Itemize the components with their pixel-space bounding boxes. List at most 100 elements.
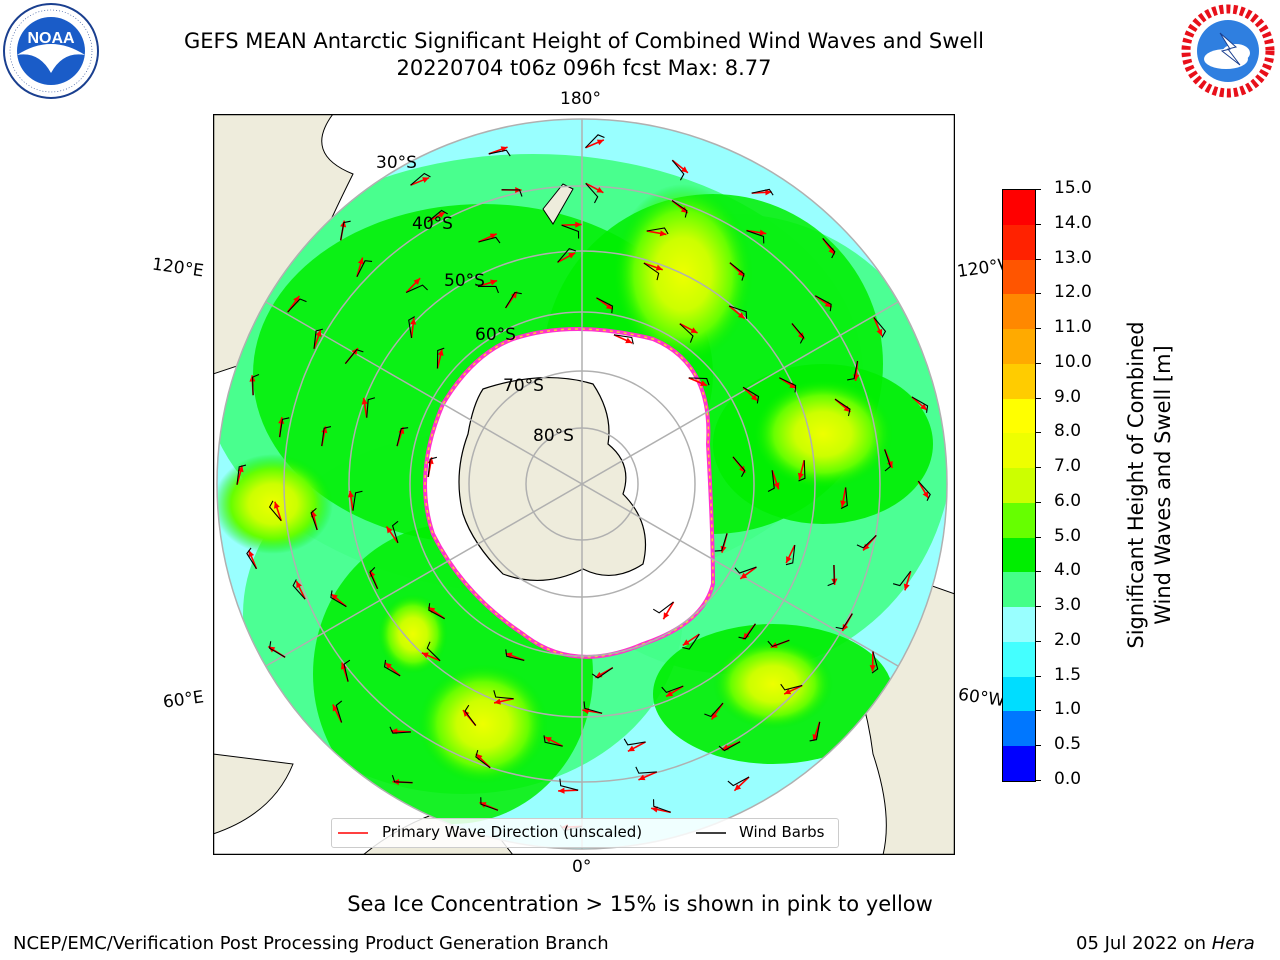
wind-barb (856, 535, 877, 549)
colorbar-segment (1003, 224, 1035, 260)
colorbar-segment (1003, 502, 1035, 538)
colorbar-tick (1035, 675, 1041, 677)
colorbar-tick-label: 11.0 (1054, 317, 1092, 338)
wind-barb (613, 334, 634, 345)
wave-arrow-head (330, 593, 338, 601)
wind-barb (410, 172, 431, 186)
wind-barb (561, 224, 580, 239)
colorbar-segment (1003, 189, 1035, 225)
colorbar-tick-label: 14.0 (1054, 212, 1092, 233)
colorbar-tick-label: 0.5 (1054, 734, 1082, 755)
wind-barb (591, 667, 614, 679)
wind-barb (635, 766, 657, 774)
wave-arrow-head (475, 753, 483, 761)
wind-barb (798, 460, 806, 482)
colorbar-tick (1035, 571, 1041, 573)
wave-arrow-head (489, 233, 497, 240)
wave-arrow-head (575, 221, 582, 228)
wave-arrow-head (797, 332, 805, 340)
wind-barb (352, 490, 363, 511)
wave-arrow-head (655, 264, 663, 271)
wind-barb (847, 360, 859, 381)
wind-barb (892, 570, 912, 587)
wind-barb (682, 633, 700, 650)
wind-barb (246, 547, 257, 570)
lat-label-50s: 50°S (444, 271, 485, 291)
wind-barb (344, 349, 364, 364)
wind-barb (718, 741, 741, 752)
wind-barb (321, 426, 332, 447)
wave-arrow-head (315, 329, 322, 337)
legend-wave-label: Primary Wave Direction (unscaled) (382, 823, 643, 841)
colorbar (1002, 189, 1036, 782)
wave-arrow-head (876, 328, 883, 336)
wave-arrow-head (385, 662, 392, 670)
colorbar-segment (1003, 711, 1035, 747)
wind-barb (396, 427, 409, 447)
wind-barb (583, 701, 603, 714)
wind-barb (330, 590, 347, 608)
colorbar-tick (1035, 536, 1041, 538)
wave-arrow-head (625, 337, 633, 344)
chart-title: GEFS MEAN Antarctic Significant Height o… (183, 29, 985, 53)
wave-arrow-head (463, 710, 470, 717)
colorbar-tick-label: 8.0 (1054, 421, 1082, 442)
wave-arrow-head (682, 639, 690, 646)
wind-barb (501, 189, 523, 197)
wind-barb (543, 735, 563, 747)
colorbar-tick-label: 3.0 (1054, 595, 1082, 616)
colorbar-tick (1035, 467, 1041, 469)
wind-barb (343, 659, 351, 682)
wind-barb (652, 799, 671, 813)
wind-barb (251, 373, 260, 396)
wind-barb (505, 649, 525, 661)
ice-note: Sea Ice Concentration > 15% is shown in … (347, 892, 933, 916)
colorbar-tick (1035, 189, 1041, 190)
wind-barb (727, 776, 750, 787)
legend-barb-label: Wind Barbs (739, 823, 825, 841)
lat-label-70s: 70°S (503, 376, 544, 396)
wind-barb (383, 659, 401, 677)
colorbar-tick-label: 13.0 (1054, 247, 1092, 268)
wind-barb (623, 738, 646, 746)
lon-label-180: 180° (560, 89, 601, 109)
wind-barb (834, 398, 851, 417)
lon-label-0: 0° (572, 857, 592, 877)
wind-barb (751, 188, 774, 196)
wind-barb (369, 566, 379, 589)
wind-barb (488, 149, 511, 157)
wind-barb (477, 285, 499, 294)
run-host: Hera (1211, 933, 1255, 954)
wind-barb (767, 470, 775, 492)
wind-barb (480, 797, 499, 811)
colorbar-tick (1035, 223, 1041, 225)
antarctica-land (458, 376, 647, 581)
wave-arrow-head (651, 806, 658, 813)
colorbar-segment (1003, 363, 1035, 399)
wind-barb (779, 377, 797, 393)
colorbar-tick (1035, 362, 1041, 364)
colorbar-segment (1003, 259, 1035, 295)
wind-barb (827, 565, 835, 587)
wind-barb (268, 500, 282, 522)
wind-barb (279, 417, 290, 438)
colorbar-tick-label: 5.0 (1054, 525, 1082, 546)
wave-arrow-head (278, 417, 285, 424)
colorbar-label-line1: Significant Height of Combined (1124, 321, 1148, 649)
wave-arrow-head (773, 482, 780, 490)
colorbar-tick (1035, 745, 1041, 747)
colorbar-tick (1035, 258, 1041, 260)
colorbar-tick (1035, 397, 1041, 399)
colorbar-segment (1003, 294, 1035, 330)
wind-barb (714, 533, 728, 552)
wind-barb (780, 683, 803, 691)
wind-barb (840, 487, 848, 509)
madagascar-land (213, 753, 294, 835)
colorbar-tick-label: 0.0 (1054, 769, 1082, 789)
wave-arrow-head (737, 312, 745, 319)
wind-barb (464, 704, 477, 726)
wave-arrow-head (824, 301, 832, 308)
wind-barb (671, 159, 685, 181)
wind-barb (405, 284, 428, 294)
wind-barb (742, 386, 760, 404)
